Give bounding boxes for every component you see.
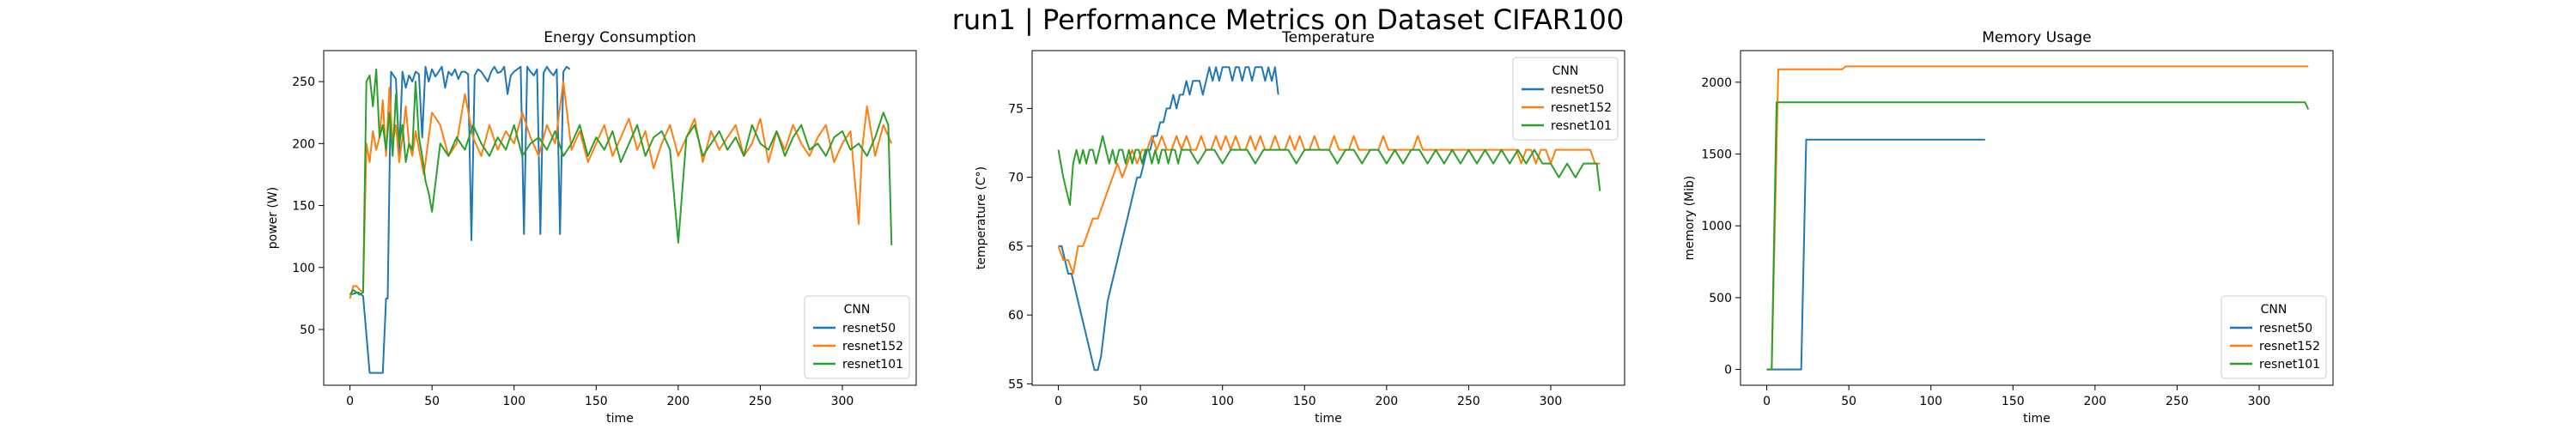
memory-legend-label-resnet101: resnet101 bbox=[2259, 358, 2320, 372]
memory-y-tick-label: 1500 bbox=[1701, 148, 1732, 162]
energy-legend-box bbox=[804, 295, 910, 379]
temperature-y-tick-label: 70 bbox=[1008, 172, 1024, 185]
memory-x-tick-label: 300 bbox=[2248, 395, 2271, 408]
energy-x-tick-label: 0 bbox=[346, 395, 354, 408]
temperature-y-tick-label: 75 bbox=[1008, 102, 1024, 116]
temperature-x-tick-label: 250 bbox=[1457, 395, 1480, 408]
energy-legend-label-resnet101: resnet101 bbox=[842, 358, 903, 372]
energy-legend-label-resnet152: resnet152 bbox=[842, 340, 903, 353]
memory-legend: CNN resnet50 resnet152 resnet101 bbox=[2221, 295, 2327, 379]
memory-y-tick-label: 1000 bbox=[1701, 220, 1732, 233]
energy-axes-frame bbox=[323, 50, 917, 386]
energy-y-tick-label: 50 bbox=[300, 323, 315, 337]
energy-series-line-resnet101 bbox=[349, 68, 893, 296]
energy-x-tick-label: 100 bbox=[502, 395, 526, 408]
energy-y-tick-label: 200 bbox=[292, 137, 315, 151]
temperature-legend-label-resnet101: resnet101 bbox=[1551, 119, 1612, 133]
energy-y-tick-label: 250 bbox=[292, 76, 315, 89]
temperature-x-tick-label: 300 bbox=[1540, 395, 1563, 408]
temperature-x-tick-label: 200 bbox=[1375, 395, 1398, 408]
memory-y-tick-label: 500 bbox=[1709, 292, 1732, 305]
temperature-x-axis-label: time bbox=[1315, 412, 1342, 426]
temperature-legend-title: CNN bbox=[1552, 64, 1579, 78]
temperature-y-tick-label: 55 bbox=[1008, 378, 1024, 391]
memory-x-tick-label: 0 bbox=[1763, 395, 1771, 408]
temperature-x-tick-label: 50 bbox=[1133, 395, 1148, 408]
temperature-chart-title: Temperature bbox=[1281, 29, 1375, 46]
memory-x-axis-label: time bbox=[2023, 412, 2050, 426]
temperature-y-tick-label: 60 bbox=[1008, 309, 1024, 323]
temperature-series-line-resnet50 bbox=[1058, 66, 1279, 372]
energy-x-tick-label: 150 bbox=[585, 395, 608, 408]
temperature-y-tick-label: 65 bbox=[1008, 240, 1024, 254]
memory-x-tick-label: 100 bbox=[1919, 395, 1942, 408]
energy-y-tick-label: 100 bbox=[292, 262, 315, 275]
energy-x-axis-label: time bbox=[606, 412, 634, 426]
temperature-legend-box bbox=[1512, 57, 1619, 141]
temperature-chart: Temperature 0 50 100 150 200 250 300 55 60 65 70 75 t… bbox=[975, 29, 1625, 426]
memory-x-tick-label: 50 bbox=[1841, 395, 1856, 408]
memory-series-group bbox=[1766, 65, 2310, 371]
memory-legend-label-resnet50: resnet50 bbox=[2259, 322, 2312, 335]
memory-legend-box bbox=[2221, 295, 2327, 379]
energy-legend-label-resnet50: resnet50 bbox=[842, 322, 896, 335]
memory-x-tick-label: 200 bbox=[2083, 395, 2106, 408]
memory-series-line-resnet50 bbox=[1766, 138, 1985, 371]
energy-x-tick-label: 200 bbox=[666, 395, 690, 408]
energy-x-tick-label: 50 bbox=[424, 395, 440, 408]
memory-y-tick-label: 2000 bbox=[1701, 76, 1732, 90]
energy-series-line-resnet50 bbox=[349, 65, 571, 374]
figure-title: run1 | Performance Metrics on Dataset CI… bbox=[952, 3, 1624, 36]
temperature-axes-frame bbox=[1031, 50, 1625, 386]
memory-series-line-resnet101 bbox=[1766, 101, 2310, 371]
memory-legend-title: CNN bbox=[2261, 303, 2287, 317]
temperature-legend-label-resnet152: resnet152 bbox=[1551, 101, 1612, 115]
energy-y-axis-label: power (W) bbox=[266, 187, 280, 250]
temperature-x-tick-label: 0 bbox=[1054, 395, 1062, 408]
temperature-legend-label-resnet50: resnet50 bbox=[1551, 83, 1604, 97]
energy-x-tick-label: 300 bbox=[831, 395, 854, 408]
energy-y-tick-label: 150 bbox=[292, 200, 315, 214]
memory-x-tick-label: 250 bbox=[2166, 395, 2189, 408]
energy-series-group bbox=[349, 65, 893, 374]
memory-y-tick-label: 0 bbox=[1724, 364, 1732, 378]
energy-chart: Energy Consumption 0 50 100 150 200 250 300 50 10… bbox=[266, 29, 917, 426]
temperature-series-line-resnet101 bbox=[1057, 135, 1601, 206]
temperature-x-tick-label: 100 bbox=[1211, 395, 1234, 408]
subplots: Energy Consumption 0 50 100 150 200 250 300 50 10… bbox=[266, 29, 2334, 426]
memory-y-axis-label: memory (Mib) bbox=[1683, 176, 1697, 261]
temperature-legend: CNN resnet50 resnet152 resnet101 bbox=[1512, 57, 1619, 141]
energy-legend: CNN resnet50 resnet152 resnet101 bbox=[804, 295, 910, 379]
memory-axes-frame bbox=[1740, 50, 2334, 386]
memory-chart: Memory Usage 0 50 100 150 200 250 300 0 500 1000 15… bbox=[1683, 29, 2334, 426]
memory-legend-label-resnet152: resnet152 bbox=[2259, 340, 2320, 353]
memory-x-tick-label: 150 bbox=[2002, 395, 2025, 408]
memory-chart-title: Memory Usage bbox=[1982, 29, 2092, 46]
temperature-y-axis-label: temperature (C°) bbox=[975, 166, 988, 269]
energy-x-tick-label: 250 bbox=[749, 395, 772, 408]
energy-chart-title: Energy Consumption bbox=[544, 29, 696, 46]
temperature-series-group bbox=[1057, 66, 1601, 372]
energy-legend-title: CNN bbox=[844, 303, 871, 317]
temperature-x-tick-label: 150 bbox=[1293, 395, 1316, 408]
